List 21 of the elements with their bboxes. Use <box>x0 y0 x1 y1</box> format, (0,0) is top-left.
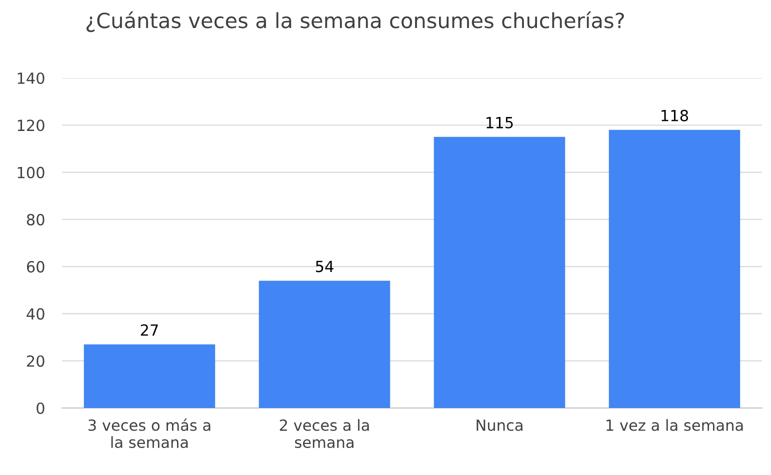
bar <box>258 280 390 408</box>
x-tick-label: 2 veces a la semana <box>280 419 369 448</box>
y-tick-label: 80 <box>26 214 44 226</box>
y-tick-label: 40 <box>26 308 44 320</box>
data-label: 115 <box>486 117 513 128</box>
x-tick-label: Nunca <box>476 420 522 431</box>
bar <box>434 136 566 408</box>
data-label: 118 <box>662 110 688 122</box>
chart-title: ¿Cuántas veces a la semana consumes chucherías? <box>86 11 624 32</box>
bar <box>84 344 216 408</box>
y-tick-label: 0 <box>36 402 44 414</box>
x-tick-label: 1 vez a la semana <box>606 419 743 431</box>
bar <box>608 130 740 408</box>
y-tick-label: 20 <box>27 355 44 367</box>
x-tick-label: 3 veces o más a la semana <box>88 418 210 448</box>
data-label: 54 <box>316 260 334 272</box>
y-tick-label: 120 <box>18 120 44 132</box>
y-tick-label: 140 <box>18 72 44 84</box>
y-tick-label: 100 <box>18 166 44 178</box>
data-label: 27 <box>140 324 158 336</box>
y-tick-label: 60 <box>26 261 44 273</box>
